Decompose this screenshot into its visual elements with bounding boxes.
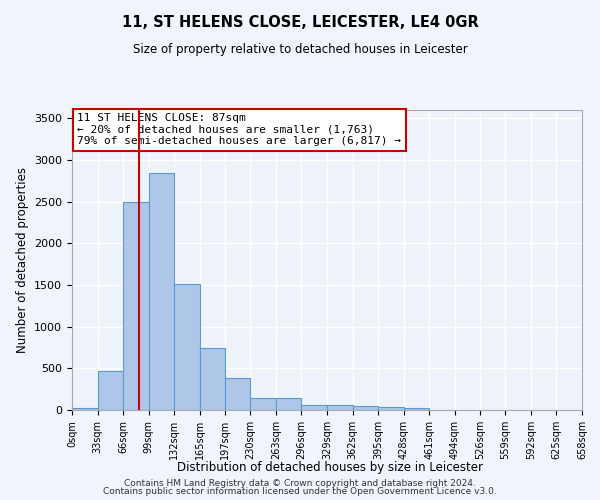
Bar [175, 284, 200, 410]
Bar [224, 378, 250, 410]
Text: Contains public sector information licensed under the Open Government Licence v3: Contains public sector information licen… [103, 487, 497, 496]
Text: 11 ST HELENS CLOSE: 87sqm
← 20% of detached houses are smaller (1,763)
79% of se: 11 ST HELENS CLOSE: 87sqm ← 20% of detac… [77, 113, 401, 146]
Bar [250, 398, 276, 410]
Bar [301, 405, 327, 410]
Bar [200, 348, 224, 410]
Bar [72, 408, 98, 410]
Text: Size of property relative to detached houses in Leicester: Size of property relative to detached ho… [133, 42, 467, 56]
Bar [378, 406, 404, 410]
Bar [123, 202, 149, 410]
Bar [149, 172, 175, 410]
Text: Distribution of detached houses by size in Leicester: Distribution of detached houses by size … [177, 461, 483, 474]
Bar [327, 406, 353, 410]
Bar [404, 408, 430, 410]
Y-axis label: Number of detached properties: Number of detached properties [16, 167, 29, 353]
Bar [276, 398, 301, 410]
Text: 11, ST HELENS CLOSE, LEICESTER, LE4 0GR: 11, ST HELENS CLOSE, LEICESTER, LE4 0GR [122, 15, 478, 30]
Bar [98, 371, 123, 410]
Bar [353, 406, 378, 410]
Text: Contains HM Land Registry data © Crown copyright and database right 2024.: Contains HM Land Registry data © Crown c… [124, 478, 476, 488]
